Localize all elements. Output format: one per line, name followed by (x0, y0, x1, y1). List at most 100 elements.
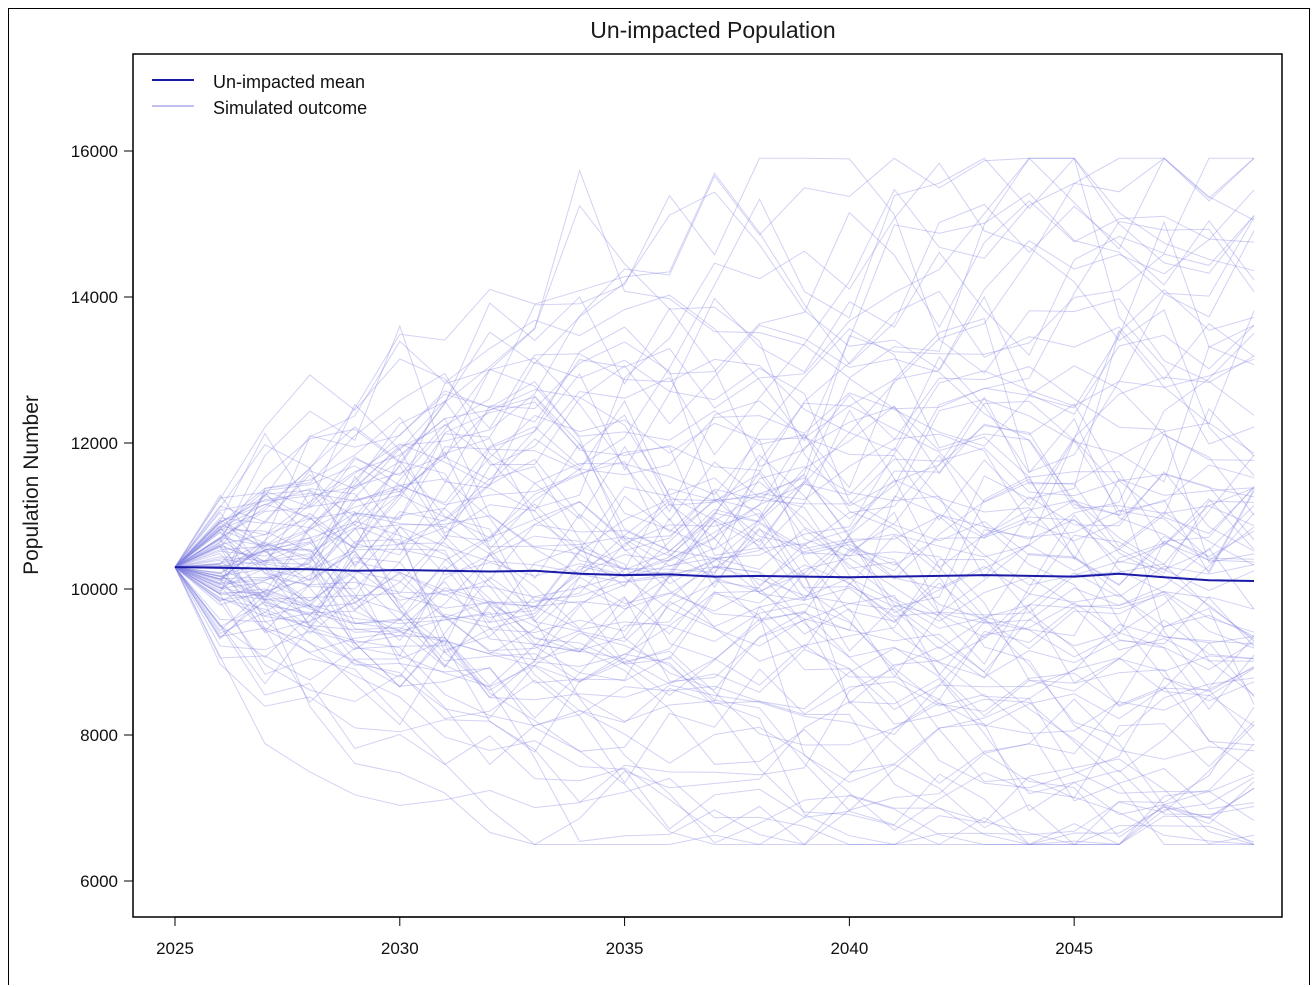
simulated-outcome-line (174, 409, 1255, 643)
simulated-outcome-line (174, 481, 1255, 737)
simulated-outcome-line (174, 566, 1255, 846)
simulated-outcome-line (174, 157, 1255, 568)
mean-series-line (174, 566, 1255, 582)
simulated-outcome-line (174, 389, 1255, 598)
simulated-outcome-line (174, 539, 1255, 846)
simulated-outcome-line (174, 172, 1255, 568)
chart-title: Un-impacted Population (590, 17, 835, 43)
simulated-outcome-line (174, 475, 1255, 692)
simulated-outcome-line (174, 500, 1255, 600)
simulated-outcome-line (174, 473, 1255, 682)
legend-label-mean: Un-impacted mean (213, 72, 365, 92)
simulated-outcome-line (174, 566, 1255, 705)
simulated-outcome-line (174, 566, 1255, 810)
simulated-outcome-line (174, 566, 1255, 845)
simulated-outcome-line (174, 324, 1255, 614)
simulated-outcome-line (174, 289, 1255, 681)
legend-label-simulated: Simulated outcome (213, 98, 367, 118)
simulated-outcome-line (174, 566, 1255, 845)
y-tick-label: 12000 (71, 434, 118, 453)
simulated-outcome-line (174, 162, 1255, 568)
simulated-outcome-line (174, 295, 1255, 613)
simulated-outcome-line (174, 204, 1255, 568)
simulated-outcome-line (174, 525, 1255, 789)
simulated-outcome-line (174, 365, 1255, 595)
plot-frame (8, 8, 1310, 985)
simulated-outcome-line (174, 200, 1255, 568)
legend: Un-impacted mean Simulated outcome (152, 72, 367, 118)
simulated-outcome-line (174, 553, 1255, 812)
simulated-outcome-line (174, 157, 1255, 586)
x-tick-label: 2040 (830, 939, 868, 958)
simulated-outcome-line (174, 550, 1255, 845)
simulated-outcome-line (174, 157, 1255, 568)
simulated-outcome-line (174, 355, 1255, 568)
simulated-outcome-line (174, 346, 1255, 652)
simulated-outcome-line (174, 454, 1255, 722)
simulated-outcome-line (174, 513, 1255, 773)
simulated-outcome-line (174, 359, 1255, 587)
simulated-outcome-line (174, 566, 1255, 846)
simulated-outcome-line (174, 565, 1255, 752)
simulated-outcome-line (174, 492, 1255, 701)
simulated-outcome-line (174, 566, 1255, 809)
simulated-outcome-line (174, 403, 1255, 688)
simulated-outcome-line (174, 432, 1255, 711)
simulated-outcome-line (174, 475, 1255, 609)
simulated-outcome-lines (174, 157, 1255, 846)
simulated-outcome-line (174, 557, 1255, 684)
y-tick-label: 14000 (71, 288, 118, 307)
y-tick-label: 6000 (80, 872, 118, 891)
simulated-outcome-line (174, 399, 1255, 717)
simulated-outcome-line (174, 447, 1255, 653)
simulated-outcome-line (174, 501, 1255, 696)
simulated-outcome-line (174, 549, 1254, 845)
y-axis: 6000 8000 10000 12000 14000 16000 (71, 142, 134, 891)
y-axis-label: Population Number (20, 395, 43, 575)
simulated-outcome-line (174, 310, 1255, 579)
simulated-outcome-line (174, 396, 1255, 572)
simulated-outcome-line (174, 215, 1255, 589)
simulated-outcome-line (174, 157, 1254, 600)
simulated-outcome-line (174, 230, 1255, 654)
simulated-outcome-line (174, 157, 1255, 598)
simulated-outcome-line (174, 372, 1255, 568)
simulated-outcome-line (174, 466, 1255, 784)
simulated-outcome-line (174, 489, 1255, 682)
simulated-outcome-line (174, 566, 1255, 845)
simulated-outcome-line (174, 446, 1255, 637)
simulated-outcome-line (174, 192, 1255, 568)
simulated-outcome-line (174, 566, 1255, 845)
x-tick-label: 2030 (381, 939, 419, 958)
simulated-outcome-line (174, 395, 1255, 568)
simulated-outcome-line (174, 341, 1255, 711)
simulated-outcome-line (174, 356, 1255, 568)
simulated-outcome-line (174, 157, 1255, 568)
simulated-outcome-line (174, 566, 1255, 846)
simulated-outcome-line (174, 381, 1255, 633)
simulated-outcome-line (174, 407, 1255, 631)
simulated-outcome-line (174, 488, 1255, 708)
simulated-outcome-line (174, 425, 1255, 662)
simulated-outcome-line (174, 317, 1255, 584)
simulated-outcome-line (174, 522, 1255, 746)
simulated-outcome-line (174, 534, 1255, 691)
simulated-outcome-line (174, 220, 1255, 568)
simulated-outcome-line (174, 470, 1255, 697)
simulated-outcome-line (174, 454, 1255, 726)
simulated-outcome-line (174, 157, 1255, 568)
simulated-outcome-line (174, 438, 1255, 689)
simulated-outcome-line (174, 486, 1255, 658)
simulated-outcome-line (174, 549, 1255, 816)
y-tick-label: 8000 (80, 726, 118, 745)
simulated-outcome-line (174, 566, 1255, 845)
simulated-outcome-line (174, 566, 1255, 846)
simulated-outcome-line (174, 290, 1255, 623)
simulated-outcome-line (174, 510, 1255, 685)
simulated-outcome-line (174, 296, 1255, 642)
simulated-outcome-line (174, 414, 1255, 760)
simulated-outcome-line (174, 447, 1255, 594)
simulated-outcome-line (174, 488, 1255, 699)
y-tick-label: 16000 (71, 142, 118, 161)
